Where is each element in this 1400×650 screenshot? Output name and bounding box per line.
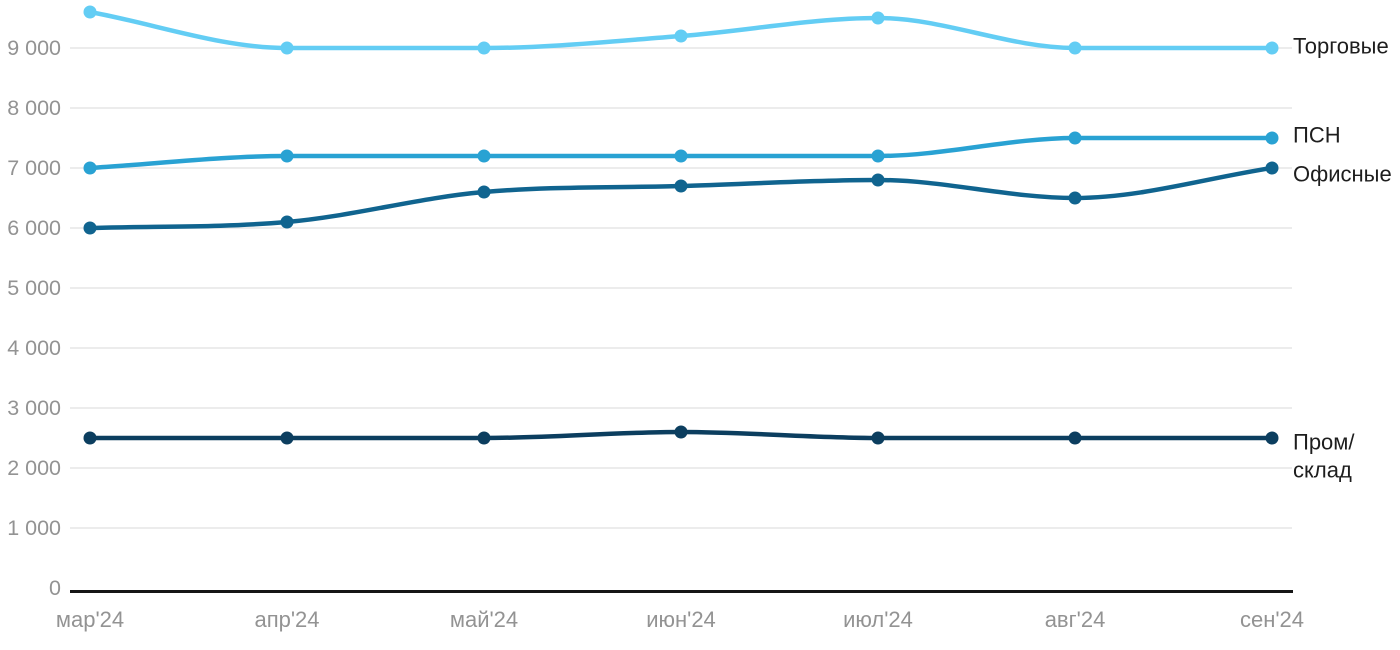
y-axis-tick-label: 8 000 [7,96,61,120]
data-point-marker [674,425,688,439]
y-axis-tick-label: 7 000 [7,156,61,180]
data-point-marker [83,161,97,175]
data-point-marker [674,29,688,43]
x-axis-tick-label: авг'24 [1045,607,1106,632]
data-point-marker [280,431,294,445]
data-point-marker [83,221,97,235]
series-end-label: Пром/ [1293,430,1355,455]
x-axis-tick-label: сен'24 [1240,607,1304,632]
data-point-marker [1068,131,1082,145]
data-point-marker [280,41,294,55]
y-axis-tick-label: 6 000 [7,216,61,240]
y-axis-tick-label: 2 000 [7,456,61,480]
data-point-marker [871,431,885,445]
series-end-label: Офисные [1293,162,1392,187]
data-point-marker [280,215,294,229]
data-point-marker [477,149,491,163]
data-point-marker [477,185,491,199]
data-point-marker [477,41,491,55]
y-axis-tick-label: 0 [49,576,61,600]
x-axis-tick-label: апр'24 [254,607,319,632]
x-axis-tick-label: мар'24 [56,607,124,632]
data-point-marker [1265,41,1279,55]
data-point-marker [1068,431,1082,445]
data-point-marker [871,11,885,25]
data-point-marker [1068,191,1082,205]
data-point-marker [1068,41,1082,55]
y-axis-tick-label: 5 000 [7,276,61,300]
data-point-marker [1265,431,1279,445]
series-end-label: склад [1293,458,1352,483]
y-axis-tick-label: 4 000 [7,336,61,360]
data-point-marker [477,431,491,445]
data-point-marker [674,149,688,163]
x-axis-tick-label: май'24 [450,607,518,632]
series-end-label: Торговые [1293,34,1389,59]
y-axis-tick-label: 9 000 [7,36,61,60]
data-point-marker [280,149,294,163]
data-point-marker [83,5,97,19]
series-end-label: ПСН [1293,123,1341,148]
x-axis-tick-label: июл'24 [843,607,913,632]
data-point-marker [1265,131,1279,145]
data-point-marker [871,149,885,163]
data-point-marker [83,431,97,445]
data-point-marker [871,173,885,187]
y-axis-tick-label: 1 000 [7,516,61,540]
y-axis-tick-label: 3 000 [7,396,61,420]
data-point-marker [674,179,688,193]
x-axis-tick-label: июн'24 [646,607,716,632]
series-line [87,165,1275,231]
data-point-marker [1265,161,1279,175]
